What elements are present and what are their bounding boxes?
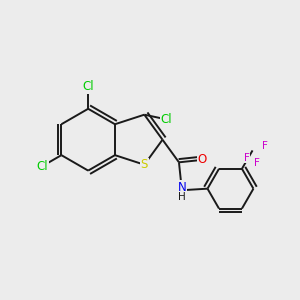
Text: Cl: Cl [82,80,94,93]
Text: Cl: Cl [160,113,172,126]
Text: S: S [141,158,148,171]
Text: F: F [244,153,250,163]
Text: Cl: Cl [37,160,48,173]
Text: H: H [178,192,186,202]
Text: F: F [262,141,268,151]
Text: N: N [178,181,186,194]
Text: O: O [198,153,207,167]
Text: F: F [254,158,260,168]
